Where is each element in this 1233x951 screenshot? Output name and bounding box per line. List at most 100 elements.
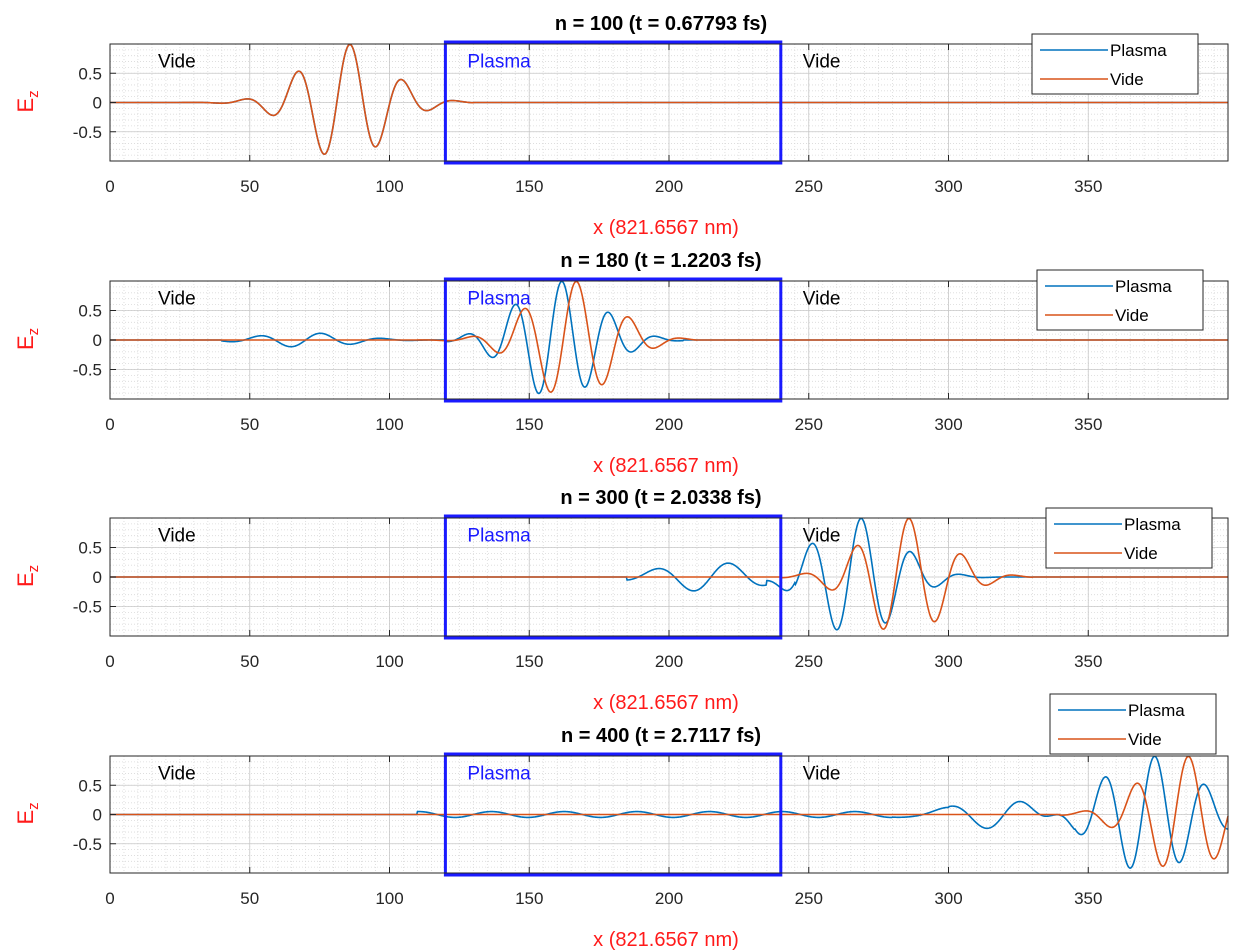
- x-tick-label: 250: [795, 415, 823, 434]
- y-tick-label: -0.5: [73, 361, 102, 380]
- region-label: Vide: [158, 52, 196, 73]
- series-line-vide: [110, 280, 1228, 393]
- legend-label-plasma: Plasma: [1110, 41, 1167, 60]
- series-line-vide: [110, 755, 1229, 868]
- y-axis-label-subscript: z: [25, 90, 42, 98]
- x-axis-label: x (821.6567 nm): [593, 692, 739, 714]
- y-axis-label-subscript: z: [25, 328, 42, 336]
- plasma-region-box: [443, 752, 783, 877]
- x-tick-label: 250: [795, 177, 823, 196]
- subplot-3: Vide Plasma Vide 0 50 100 150 200 250 300 350 0.5 0 -…: [13, 487, 1229, 714]
- x-tick-label: 50: [240, 652, 259, 671]
- region-label: Plasma: [467, 526, 531, 547]
- y-axis-label-main: E: [13, 810, 38, 825]
- x-tick-label: 150: [515, 415, 543, 434]
- x-tick-label: 100: [375, 177, 403, 196]
- region-label: Vide: [158, 526, 196, 547]
- legend-label-vide: Vide: [1124, 544, 1158, 563]
- y-tick-label: 0.5: [78, 776, 102, 795]
- y-axis-label-main: E: [13, 572, 38, 587]
- subplot-title: n = 100 (t = 0.67793 fs): [555, 13, 767, 35]
- x-axis-label: x (821.6567 nm): [593, 929, 739, 951]
- y-tick-label: 0: [93, 94, 102, 113]
- x-tick-label: 100: [375, 652, 403, 671]
- x-tick-label: 350: [1074, 652, 1102, 671]
- x-tick-label: 200: [655, 889, 683, 908]
- y-axis-label-subscript: z: [25, 802, 42, 810]
- x-tick-label: 350: [1074, 177, 1102, 196]
- legend-box: [1031, 33, 1199, 95]
- region-label: Plasma: [467, 289, 531, 310]
- x-tick-label: 300: [934, 415, 962, 434]
- legend-label-plasma: Plasma: [1124, 515, 1181, 534]
- x-tick-label: 150: [515, 889, 543, 908]
- subplot-title: n = 180 (t = 1.2203 fs): [560, 250, 761, 272]
- x-tick-label: 300: [934, 889, 962, 908]
- subplot-2: Vide Plasma Vide 0 50 100 150 200 250 300 350 0.5 0 -…: [13, 250, 1229, 477]
- region-label: Vide: [158, 289, 196, 310]
- legend-label-vide: Vide: [1110, 70, 1144, 89]
- legend: Plasma Vide: [1045, 507, 1213, 569]
- x-tick-label: 200: [655, 652, 683, 671]
- x-tick-label: 0: [105, 415, 114, 434]
- legend-label-vide: Vide: [1115, 306, 1149, 325]
- x-tick-label: 100: [375, 889, 403, 908]
- y-tick-label: -0.5: [73, 123, 102, 142]
- x-tick-label: 300: [934, 177, 962, 196]
- legend-label-vide: Vide: [1128, 730, 1162, 749]
- x-tick-label: 0: [105, 177, 114, 196]
- y-axis-label-main: E: [13, 98, 38, 113]
- plasma-region-box: [443, 514, 783, 640]
- y-axis-label: Ez: [13, 90, 42, 112]
- subplot-title: n = 400 (t = 2.7117 fs): [561, 725, 761, 747]
- legend-box: [1045, 507, 1213, 569]
- y-axis-label: Ez: [13, 802, 42, 824]
- subplot-title: n = 300 (t = 2.0338 fs): [560, 487, 761, 509]
- region-label: Plasma: [467, 52, 531, 73]
- x-tick-label: 250: [795, 889, 823, 908]
- legend: Plasma Vide: [1031, 33, 1199, 95]
- legend-box: [1049, 693, 1217, 755]
- legend-box: [1036, 269, 1204, 331]
- legend-label-plasma: Plasma: [1115, 277, 1172, 296]
- y-tick-label: 0: [93, 331, 102, 350]
- plasma-region-box: [443, 277, 783, 403]
- x-tick-label: 0: [105, 652, 114, 671]
- x-tick-label: 50: [240, 889, 259, 908]
- y-tick-label: 0: [93, 568, 102, 587]
- y-axis-label-subscript: z: [25, 565, 42, 573]
- region-label: Vide: [803, 526, 841, 547]
- series-line-vide: [110, 517, 1228, 630]
- region-label: Vide: [803, 52, 841, 73]
- x-tick-label: 350: [1074, 415, 1102, 434]
- region-label: Vide: [803, 764, 841, 785]
- y-axis-label-main: E: [13, 335, 38, 350]
- y-tick-label: -0.5: [73, 835, 102, 854]
- x-tick-label: 150: [515, 177, 543, 196]
- y-axis-label: Ez: [13, 565, 42, 587]
- y-tick-label: 0.5: [78, 64, 102, 83]
- x-tick-label: 200: [655, 177, 683, 196]
- legend: Plasma Vide: [1036, 269, 1204, 331]
- legend-label-plasma: Plasma: [1128, 701, 1185, 720]
- x-tick-label: 100: [375, 415, 403, 434]
- region-label: Plasma: [467, 764, 531, 785]
- y-tick-label: 0.5: [78, 302, 102, 321]
- x-tick-label: 150: [515, 652, 543, 671]
- x-tick-label: 50: [240, 415, 259, 434]
- x-tick-label: 50: [240, 177, 259, 196]
- x-tick-label: 350: [1074, 889, 1102, 908]
- y-axis-label: Ez: [13, 328, 42, 350]
- plasma-region-box: [443, 40, 783, 165]
- legend: Plasma Vide: [1049, 693, 1217, 755]
- y-tick-label: 0.5: [78, 539, 102, 558]
- x-tick-label: 0: [105, 889, 114, 908]
- y-tick-label: 0: [93, 806, 102, 825]
- x-tick-label: 200: [655, 415, 683, 434]
- x-tick-label: 250: [795, 652, 823, 671]
- x-tick-label: 300: [934, 652, 962, 671]
- y-tick-label: -0.5: [73, 598, 102, 617]
- subplot-4: Vide Plasma Vide 0 50 100 150 200 250 300 350 0.5 0 -…: [13, 693, 1229, 951]
- x-axis-label: x (821.6567 nm): [593, 217, 739, 239]
